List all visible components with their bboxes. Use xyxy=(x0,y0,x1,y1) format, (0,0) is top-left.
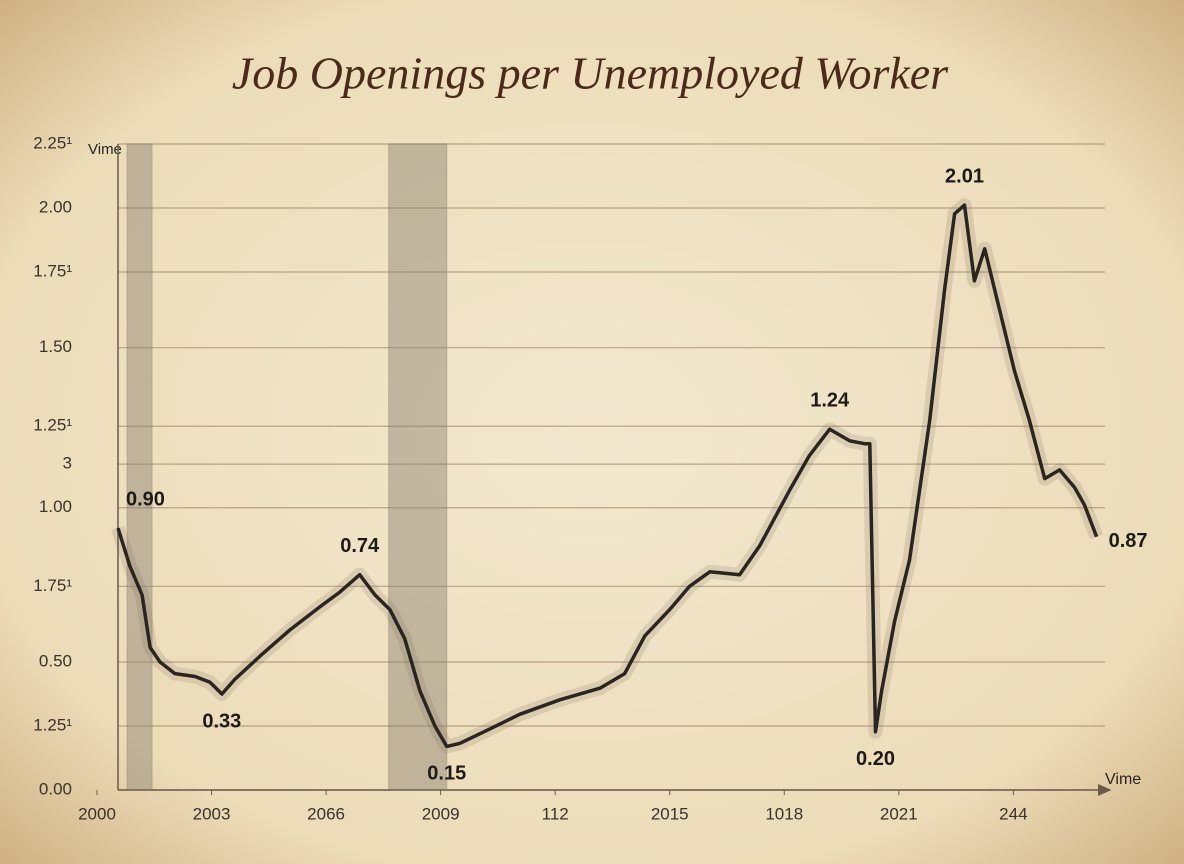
data-label: 0.15 xyxy=(427,763,466,785)
x-tick-label: 112 xyxy=(542,804,569,823)
x-tick-label: 1018 xyxy=(765,804,803,823)
x-tick-label: 2003 xyxy=(193,804,231,823)
data-label: 0.90 xyxy=(126,488,165,510)
data-label: 0.20 xyxy=(856,748,895,770)
y-tick-label: 3 xyxy=(63,454,72,473)
y-tick-label: 1.25¹ xyxy=(33,715,72,734)
y-tick-label: 1.25¹ xyxy=(33,416,72,435)
y-tick-label: 2.25¹ xyxy=(33,133,72,152)
data-label: 1.24 xyxy=(810,389,850,411)
y-tick-label: 1.75¹ xyxy=(33,576,72,595)
x-tick-label: 2009 xyxy=(422,804,460,823)
y-tick-label: 1.00 xyxy=(39,497,72,516)
data-label: 0.87 xyxy=(1109,530,1148,552)
x-tick-label: 244 xyxy=(999,804,1027,823)
chart-title: Job Openings per Unemployed Worker xyxy=(232,48,949,99)
y-tick-label: 1.50 xyxy=(39,337,72,356)
data-label: 2.01 xyxy=(945,165,984,187)
data-label: 0.74 xyxy=(340,535,380,557)
x-tick-label: 2066 xyxy=(307,804,345,823)
x-tick-label: 2021 xyxy=(880,804,918,823)
y-axis-label: Vime xyxy=(88,141,122,158)
x-tick-label: 2015 xyxy=(651,804,689,823)
x-tick-label: 2000 xyxy=(78,804,116,823)
y-tick-label: 0.50 xyxy=(39,651,72,670)
y-tick-label: 0.00 xyxy=(39,779,72,798)
recession-band xyxy=(126,143,153,791)
y-tick-label: 1.75¹ xyxy=(33,262,72,281)
series-line xyxy=(116,203,1099,749)
y-tick-label: 2.00 xyxy=(39,198,72,217)
data-label: 0.33 xyxy=(202,710,241,732)
x-axis-label: Vime xyxy=(1105,771,1141,788)
